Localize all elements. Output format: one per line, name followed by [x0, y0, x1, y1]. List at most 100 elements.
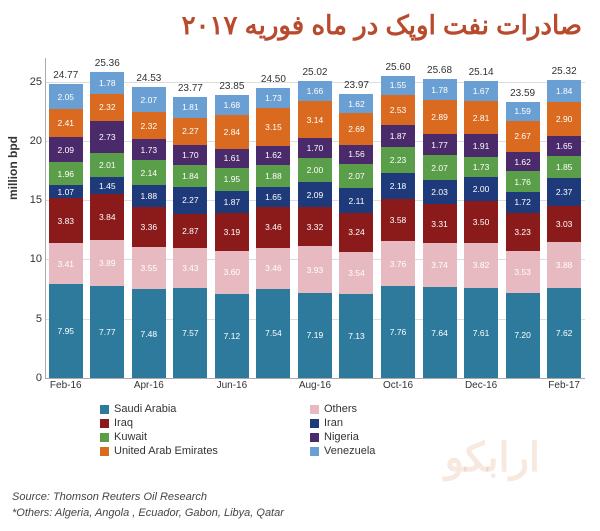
bar: 24.507.543.463.461.651.881.623.151.73 [256, 88, 290, 378]
bar-total: 24.50 [256, 74, 290, 85]
watermark: ارابکو [445, 435, 540, 481]
bar-segment: 1.87 [381, 125, 415, 147]
bar-segment: 2.84 [215, 115, 249, 149]
bar-segment: 7.76 [381, 286, 415, 378]
bar-segment: 2.87 [173, 214, 207, 248]
bar-total: 23.97 [339, 80, 373, 91]
bar-segment: 1.91 [464, 134, 498, 157]
bar-segment: 2.32 [132, 112, 166, 139]
bar: 25.367.773.893.841.452.012.732.321.78 [90, 72, 124, 378]
bar-segment: 2.53 [381, 95, 415, 125]
bar: 25.027.193.933.322.092.001.703.141.66 [298, 81, 332, 378]
bar-segment: 2.11 [339, 188, 373, 213]
bar-segment: 3.54 [339, 252, 373, 294]
bar-segment: 3.55 [132, 247, 166, 289]
legend-item: Iran [310, 416, 520, 430]
bar-segment: 1.72 [506, 192, 540, 212]
bar-segment: 1.85 [547, 156, 581, 178]
bar-segment: 1.88 [256, 165, 290, 187]
bar-total: 24.53 [132, 73, 166, 84]
bar-segment: 2.23 [381, 147, 415, 173]
bar-segment: 3.14 [298, 101, 332, 138]
legend-item: Kuwait [100, 430, 310, 444]
legend-label: Venezuela [324, 445, 375, 457]
bar-segment: 7.77 [90, 286, 124, 378]
legend-label: Iran [324, 417, 343, 429]
bar-segment: 2.09 [49, 137, 83, 162]
bar-segment: 7.19 [298, 293, 332, 378]
source-line-1: Source: Thomson Reuters Oil Research [12, 490, 284, 505]
bar-segment: 7.20 [506, 293, 540, 378]
bar-segment: 1.78 [423, 79, 457, 100]
bar-segment: 1.77 [423, 134, 457, 155]
bar-segment: 2.09 [298, 182, 332, 207]
x-tick-label [87, 380, 128, 391]
bar-total: 25.60 [381, 62, 415, 73]
bar-segment: 7.64 [423, 287, 457, 378]
x-tick-label [170, 380, 211, 391]
bar-segment: 1.78 [90, 72, 124, 93]
bar-segment: 3.41 [49, 243, 83, 283]
bar: 23.857.123.603.191.871.951.612.841.68 [215, 95, 249, 378]
legend-swatch [310, 447, 319, 456]
bar-total: 25.68 [423, 65, 457, 76]
bar-segment: 1.87 [215, 191, 249, 213]
bar-segment: 2.05 [49, 84, 83, 108]
bar-segment: 2.27 [173, 118, 207, 145]
bar-segment: 1.65 [547, 136, 581, 156]
x-tick-label: Aug-16 [294, 380, 335, 391]
bar-segment: 1.70 [173, 145, 207, 165]
bar-segment: 2.18 [381, 173, 415, 199]
y-tick: 15 [28, 194, 42, 206]
bar-segment: 7.61 [464, 288, 498, 378]
bar-segment: 2.89 [423, 100, 457, 134]
bar-segment: 1.59 [506, 102, 540, 121]
x-tick-label: Apr-16 [128, 380, 169, 391]
bar: 25.607.763.763.582.182.231.872.531.55 [381, 76, 415, 378]
bar-segment: 3.88 [547, 242, 581, 288]
x-tick-label [502, 380, 543, 391]
legend-item: Iraq [100, 416, 310, 430]
x-tick-label [336, 380, 377, 391]
bar-segment: 3.23 [506, 213, 540, 251]
x-tick-label [253, 380, 294, 391]
bar-segment: 3.50 [464, 201, 498, 242]
legend-swatch [100, 433, 109, 442]
bar-segment: 1.62 [506, 152, 540, 171]
bar-segment: 1.55 [381, 76, 415, 94]
bar-segment: 1.73 [464, 157, 498, 178]
bar-segment: 1.81 [173, 97, 207, 118]
legend-label: Nigeria [324, 431, 359, 443]
legend-label: United Arab Emirates [114, 445, 218, 457]
bar-segment: 2.14 [132, 160, 166, 185]
bar-segment: 3.58 [381, 199, 415, 241]
x-tick-label: Oct-16 [378, 380, 419, 391]
bar-segment: 7.54 [256, 289, 290, 378]
x-tick-label: Feb-17 [544, 380, 585, 391]
bar-segment: 2.07 [423, 155, 457, 180]
bar-segment: 7.48 [132, 289, 166, 378]
bar-segment: 3.84 [90, 194, 124, 240]
bar-segment: 3.03 [547, 206, 581, 242]
bar-segment: 1.66 [298, 81, 332, 101]
bar-segment: 1.96 [49, 162, 83, 185]
bar-segment: 2.81 [464, 101, 498, 134]
bar-segment: 3.76 [381, 241, 415, 286]
bar-segment: 3.43 [173, 248, 207, 289]
bar-segment: 1.07 [49, 185, 83, 198]
bar-segment: 3.83 [49, 198, 83, 243]
bar-segment: 1.65 [256, 187, 290, 207]
bar: 24.537.483.553.361.882.141.732.322.07 [132, 87, 166, 378]
bar-segment: 1.76 [506, 171, 540, 192]
bar-total: 24.77 [49, 70, 83, 81]
legend-swatch [100, 447, 109, 456]
legend-label: Iraq [114, 417, 133, 429]
x-tick-label: Jun-16 [211, 380, 252, 391]
bar-segment: 3.24 [339, 213, 373, 251]
bar-segment: 1.84 [547, 80, 581, 102]
bar-segment: 1.45 [90, 177, 124, 194]
bar-segment: 1.95 [215, 168, 249, 191]
x-labels: Feb-16Apr-16Jun-16Aug-16Oct-16Dec-16Feb-… [45, 380, 585, 391]
source-line-2: *Others: Algeria, Angola , Ecuador, Gabo… [12, 506, 284, 521]
bar-segment: 1.88 [132, 185, 166, 207]
